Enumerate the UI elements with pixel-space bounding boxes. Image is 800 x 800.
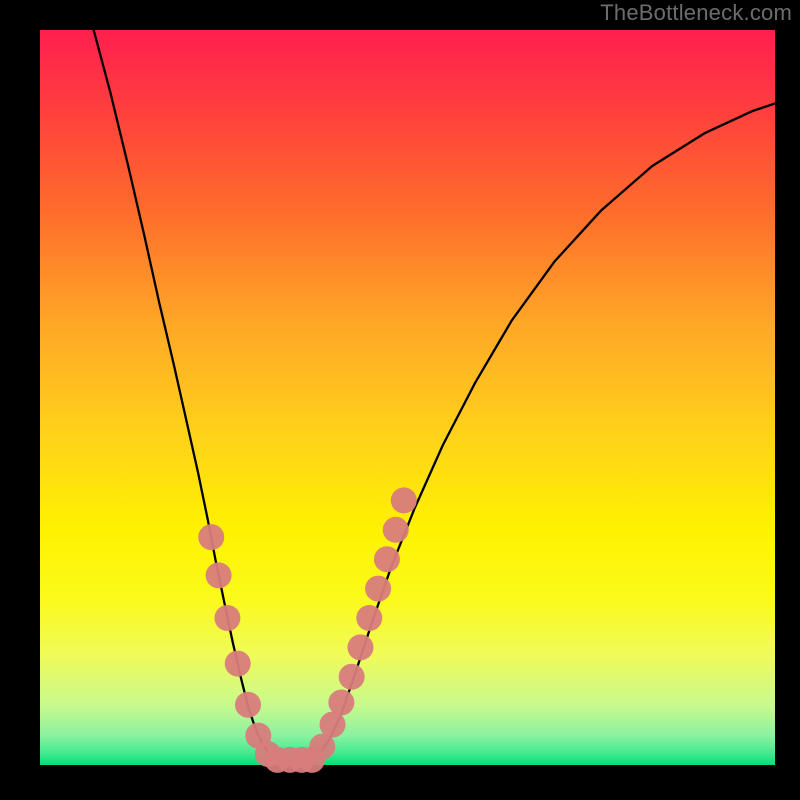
plot-area bbox=[40, 30, 775, 765]
scatter-point bbox=[339, 664, 365, 690]
scatter-point bbox=[356, 605, 382, 631]
scatter-point bbox=[214, 605, 240, 631]
scatter-point bbox=[391, 487, 417, 513]
scatter-point bbox=[347, 634, 373, 660]
attribution-text: TheBottleneck.com bbox=[600, 0, 792, 26]
scatter-point bbox=[206, 562, 232, 588]
scatter-point bbox=[225, 651, 251, 677]
scatter-point bbox=[328, 690, 354, 716]
chart-canvas: TheBottleneck.com bbox=[0, 0, 800, 800]
bottleneck-chart bbox=[0, 0, 800, 800]
scatter-point bbox=[383, 517, 409, 543]
scatter-point bbox=[198, 524, 224, 550]
scatter-point bbox=[365, 576, 391, 602]
scatter-point bbox=[309, 734, 335, 760]
scatter-point bbox=[374, 546, 400, 572]
scatter-point bbox=[235, 692, 261, 718]
